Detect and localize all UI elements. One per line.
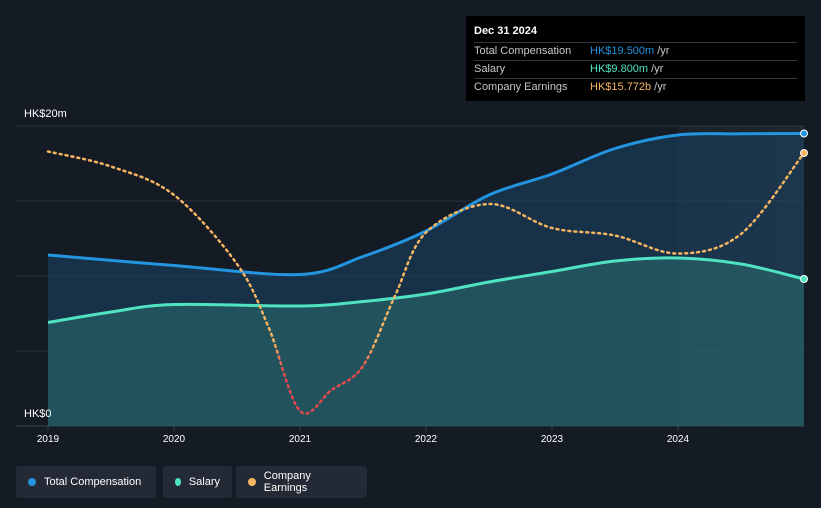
tooltip-unit: /yr <box>651 63 664 75</box>
tooltip-unit: /yr <box>657 45 670 57</box>
legend-item-company-earnings[interactable]: Company Earnings <box>236 466 367 498</box>
tooltip-row-company-earnings: Company Earnings HK$15.772b /yr <box>474 78 797 96</box>
tooltip-row-salary: Salary HK$9.800m /yr <box>474 60 797 78</box>
total-compensation-marker <box>800 129 808 138</box>
company-earnings-line <box>46 150 806 415</box>
y-axis-max-label: HK$20m <box>24 108 67 120</box>
tooltip-value: HK$15.772b <box>590 81 652 93</box>
tooltip-value: HK$19.500m <box>590 45 655 57</box>
tooltip: Dec 31 2024 Total Compensation HK$19.500… <box>466 16 805 101</box>
legend-dot-icon <box>175 478 181 486</box>
x-tick-label: 2019 <box>37 434 60 445</box>
x-tick-label: 2020 <box>163 434 186 445</box>
legend-dot-icon <box>248 478 256 486</box>
tooltip-date: Dec 31 2024 <box>474 25 537 37</box>
y-axis-min-label: HK$0 <box>24 408 52 420</box>
legend-label: Total Compensation <box>44 476 142 488</box>
legend-item-salary[interactable]: Salary <box>163 466 232 498</box>
legend-label: Company Earnings <box>263 470 311 494</box>
salary-marker <box>800 275 808 283</box>
tooltip-unit: /yr <box>654 81 667 93</box>
tooltip-label: Salary <box>474 63 506 75</box>
company-earnings-marker <box>800 149 808 157</box>
tooltip-label: Company Earnings <box>474 81 568 93</box>
tooltip-value: HK$9.800m <box>590 63 649 75</box>
x-tick-label: 2021 <box>289 434 312 445</box>
x-tick-label: 2023 <box>541 434 564 445</box>
salary-area <box>48 257 804 426</box>
legend-dot-icon <box>28 478 36 486</box>
x-tick-label: 2024 <box>667 434 690 445</box>
legend-item-total-compensation[interactable]: Total Compensation <box>16 466 156 498</box>
x-tick-label: 2022 <box>415 434 438 445</box>
tooltip-label: Total Compensation <box>474 45 572 57</box>
legend-label: Salary <box>188 476 220 488</box>
total-compensation-line <box>47 132 805 277</box>
tooltip-row-total-compensation: Total Compensation HK$19.500m /yr <box>474 42 797 60</box>
salary-line <box>47 256 805 324</box>
